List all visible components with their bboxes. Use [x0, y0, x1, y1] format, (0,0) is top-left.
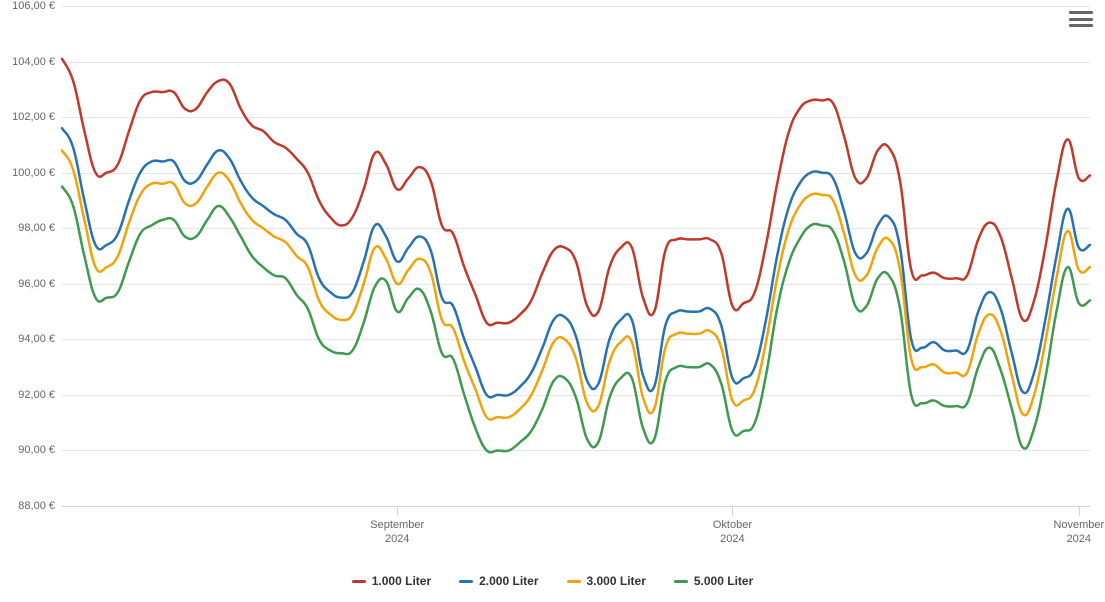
- y-axis-label: 102,00 €: [5, 111, 55, 123]
- y-axis-label: 96,00 €: [5, 278, 55, 290]
- legend-item[interactable]: 2.000 Liter: [459, 574, 538, 588]
- y-axis-label: 100,00 €: [5, 167, 55, 179]
- legend-item[interactable]: 3.000 Liter: [567, 574, 646, 588]
- legend-swatch: [674, 580, 688, 583]
- x-tick: [1079, 506, 1080, 516]
- x-tick: [732, 506, 733, 516]
- legend-label: 3.000 Liter: [587, 574, 646, 588]
- y-axis-label: 98,00 €: [5, 222, 55, 234]
- legend-swatch: [352, 580, 366, 583]
- y-axis-label: 94,00 €: [5, 333, 55, 345]
- legend-swatch: [567, 580, 581, 583]
- y-axis-label: 106,00 €: [5, 0, 55, 12]
- legend-label: 2.000 Liter: [479, 574, 538, 588]
- series-line[interactable]: [62, 187, 1090, 453]
- series-line[interactable]: [62, 150, 1090, 419]
- x-axis-label: November2024: [1053, 518, 1104, 547]
- legend-item[interactable]: 5.000 Liter: [674, 574, 753, 588]
- y-axis-label: 90,00 €: [5, 444, 55, 456]
- x-axis-label: Oktober2024: [713, 518, 752, 547]
- legend: 1.000 Liter 2.000 Liter 3.000 Liter 5.000 L…: [0, 574, 1105, 588]
- legend-label: 5.000 Liter: [694, 574, 753, 588]
- price-chart: 88,00 € 90,00 € 92,00 € 94,00 € 96,00 € 98,00…: [0, 0, 1105, 602]
- series-line[interactable]: [62, 59, 1090, 325]
- chart-lines: [62, 6, 1090, 506]
- x-axis: [62, 506, 1090, 507]
- y-axis-label: 88,00 €: [5, 500, 55, 512]
- x-tick: [397, 506, 398, 516]
- plot-area: [62, 6, 1090, 506]
- y-axis-label: 104,00 €: [5, 56, 55, 68]
- legend-swatch: [459, 580, 473, 583]
- legend-item[interactable]: 1.000 Liter: [352, 574, 431, 588]
- x-axis-label: September2024: [370, 518, 424, 547]
- y-axis-label: 92,00 €: [5, 389, 55, 401]
- legend-label: 1.000 Liter: [372, 574, 431, 588]
